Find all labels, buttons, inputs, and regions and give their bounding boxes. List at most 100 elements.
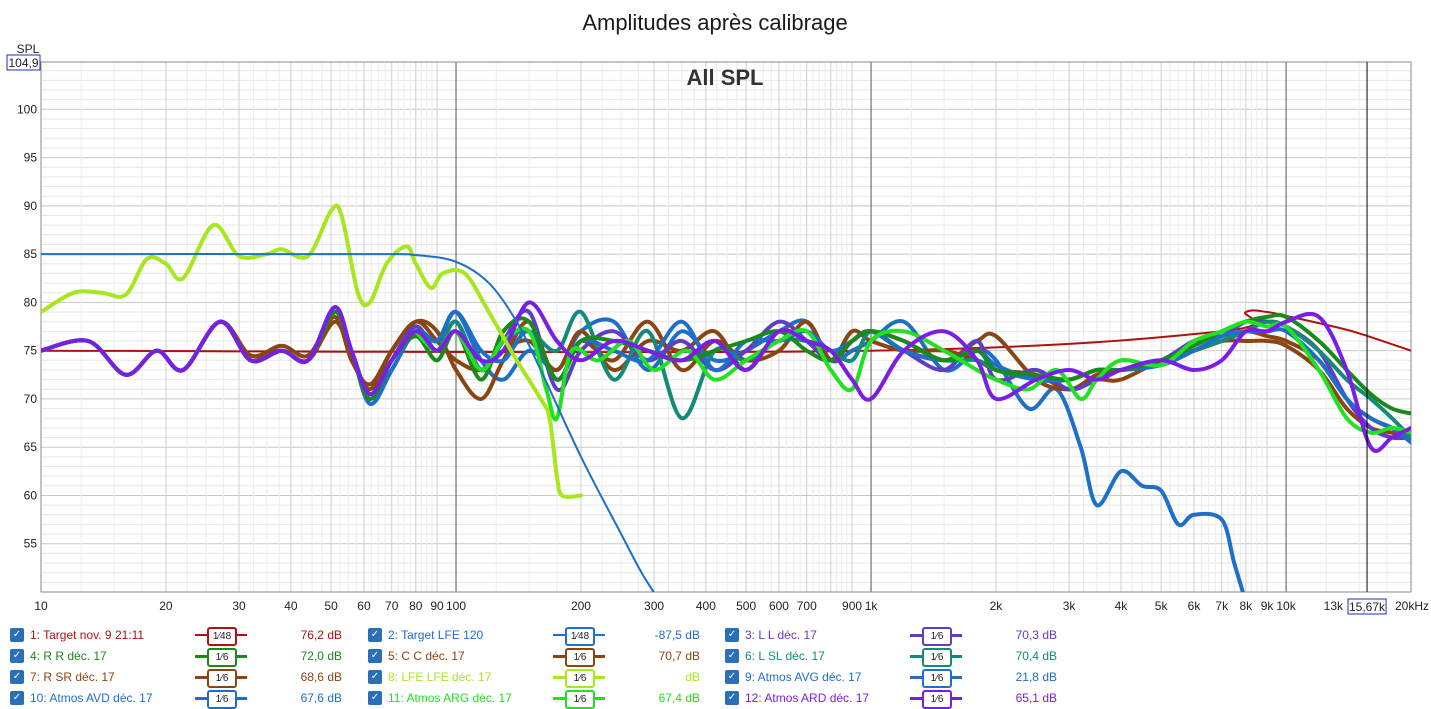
x-tick-label: 8k — [1240, 599, 1254, 613]
x-tick-label: 7k — [1215, 599, 1229, 613]
legend-checkbox[interactable]: ✓ — [725, 669, 739, 684]
y-axis-label: SPL — [17, 42, 40, 56]
legend-smoothing-label: 1⁄6 — [922, 648, 952, 667]
x-tick-label: 6k — [1188, 599, 1202, 613]
series-line-12 — [41, 300, 1411, 453]
legend-value: 67,4 dB — [658, 690, 700, 705]
legend-smoothing-button[interactable]: 1⁄6 — [195, 669, 247, 688]
series-line-2 — [41, 253, 655, 592]
legend-label: 9: Atmos AVG déc. 17 — [745, 669, 862, 684]
legend-smoothing-button[interactable]: 1⁄6 — [553, 690, 605, 709]
legend-checkbox[interactable]: ✓ — [10, 690, 24, 705]
legend-value: 67,6 dB — [300, 690, 342, 705]
x-tick-label: 20 — [159, 599, 173, 613]
x-tick-label: 70 — [385, 599, 399, 613]
legend-label: 2: Target LFE 120 — [388, 627, 484, 642]
legend-item-10[interactable]: ✓ 10: Atmos AVD déc. 17 1⁄6 67,6 dB — [10, 687, 355, 709]
legend-smoothing-label: 1⁄6 — [207, 648, 237, 667]
legend-value: 72,0 dB — [300, 648, 342, 663]
legend-smoothing-button[interactable]: 1⁄6 — [910, 690, 962, 709]
legend-item-4[interactable]: ✓ 4: R R déc. 17 1⁄6 72,0 dB — [10, 645, 355, 667]
x-tick-label: 100 — [446, 599, 466, 613]
legend-label: 12: Atmos ARD déc. 17 — [745, 690, 870, 705]
x-tick-label: 1k — [865, 599, 879, 613]
legend-item-12[interactable]: ✓ 12: Atmos ARD déc. 17 1⁄6 65,1 dB — [725, 687, 1070, 709]
plot-frame — [40, 61, 1412, 593]
legend-value: 76,2 dB — [300, 627, 342, 642]
x-tick-label: 60 — [357, 599, 371, 613]
x-tick-label: 500 — [736, 599, 756, 613]
x-tick-label: 10k — [1276, 599, 1296, 613]
y-tick-label: 100 — [17, 102, 37, 116]
legend-item-7[interactable]: ✓ 7: R SR déc. 17 1⁄6 68,6 dB — [10, 666, 355, 688]
legend-value: -87,5 dB — [654, 627, 700, 642]
cursor-readout-text: 15,67k — [1349, 600, 1386, 614]
legend-label: 11: Atmos ARG déc. 17 — [388, 690, 512, 705]
legend-item-5[interactable]: ✓ 5: C C déc. 17 1⁄6 70,7 dB — [368, 645, 713, 667]
legend-value: 21,8 dB — [1015, 669, 1057, 684]
legend-checkbox[interactable]: ✓ — [368, 690, 382, 705]
legend-smoothing-button[interactable]: 1⁄48 — [195, 627, 247, 646]
legend-smoothing-label: 1⁄6 — [922, 627, 952, 646]
chart: Amplitudes après calibrage 55 60 65 70 75 80 8… — [6, 10, 1429, 615]
x-tick-label: 600 — [769, 599, 789, 613]
legend-checkbox[interactable]: ✓ — [368, 669, 382, 684]
y-tick-label: 65 — [24, 440, 38, 454]
legend-checkbox[interactable]: ✓ — [10, 648, 24, 663]
legend-checkbox[interactable]: ✓ — [725, 648, 739, 663]
legend-smoothing-button[interactable]: 1⁄6 — [195, 648, 247, 667]
x-tick-label: 200 — [571, 599, 591, 613]
y-max-readout[interactable]: 104,9 — [6, 54, 41, 71]
legend-smoothing-label: 1⁄6 — [565, 648, 595, 667]
x-tick-label: 20kHz — [1395, 599, 1429, 613]
legend-value: 70,4 dB — [1015, 648, 1057, 663]
legend-item-9[interactable]: ✓ 9: Atmos AVG déc. 17 1⁄6 21,8 dB — [725, 666, 1070, 688]
legend-smoothing-button[interactable]: 1⁄6 — [553, 648, 605, 667]
cursor-readout[interactable]: 15,67k — [1347, 598, 1387, 615]
legend-smoothing-label: 1⁄48 — [565, 627, 595, 646]
x-axis-ticks: 10 20 30 40 50 60 70 80 90 100 200 300 400 500 600 700 9… — [34, 599, 1429, 613]
x-tick-label: 30 — [232, 599, 246, 613]
legend-value: 65,1 dB — [1015, 690, 1057, 705]
legend-checkbox[interactable]: ✓ — [368, 627, 382, 642]
panel-label: All SPL — [686, 65, 763, 90]
x-tick-label: 40 — [284, 599, 298, 613]
legend-smoothing-button[interactable]: 1⁄6 — [910, 648, 962, 667]
y-tick-label: 80 — [24, 295, 38, 309]
legend-value: 70,3 dB — [1015, 627, 1057, 642]
legend-smoothing-button[interactable]: 1⁄48 — [553, 627, 605, 646]
legend-item-3[interactable]: ✓ 3: L L déc. 17 1⁄6 70,3 dB — [725, 624, 1070, 646]
legend-item-8[interactable]: ✓ 8: LFE LFE déc. 17 1⁄6 dB — [368, 666, 713, 688]
legend-smoothing-button[interactable]: 1⁄6 — [910, 627, 962, 646]
legend-smoothing-button[interactable]: 1⁄6 — [553, 669, 605, 688]
legend-item-1[interactable]: ✓ 1: Target nov. 9 21:11 1⁄48 76,2 dB — [10, 624, 355, 646]
x-tick-label: 80 — [409, 599, 423, 613]
legend-label: 1: Target nov. 9 21:11 — [30, 627, 145, 642]
x-tick-label: 2k — [990, 599, 1004, 613]
y-tick-label: 75 — [24, 344, 38, 358]
x-tick-label: 700 — [797, 599, 817, 613]
legend-smoothing-label: 1⁄6 — [922, 690, 952, 709]
legend-smoothing-button[interactable]: 1⁄6 — [910, 669, 962, 688]
legend-smoothing-label: 1⁄48 — [207, 627, 237, 646]
legend-checkbox[interactable]: ✓ — [10, 627, 24, 642]
x-tick-label: 4k — [1115, 599, 1129, 613]
x-tick-label: 3k — [1063, 599, 1077, 613]
legend-checkbox[interactable]: ✓ — [725, 627, 739, 642]
legend-item-11[interactable]: ✓ 11: Atmos ARG déc. 17 1⁄6 67,4 dB — [368, 687, 713, 709]
legend-checkbox[interactable]: ✓ — [10, 669, 24, 684]
legend-label: 8: LFE LFE déc. 17 — [388, 669, 492, 684]
legend: ✓ 1: Target nov. 9 21:11 1⁄48 76,2 dB ✓ 2: Ta… — [0, 622, 1431, 709]
grid — [40, 62, 1412, 593]
legend-smoothing-button[interactable]: 1⁄6 — [195, 690, 247, 709]
x-tick-label: 9k — [1261, 599, 1275, 613]
x-tick-label: 13k — [1324, 599, 1344, 613]
y-tick-label: 85 — [24, 247, 38, 261]
legend-label: 7: R SR déc. 17 — [30, 669, 115, 684]
legend-item-6[interactable]: ✓ 6: L SL déc. 17 1⁄6 70,4 dB — [725, 645, 1070, 667]
legend-checkbox[interactable]: ✓ — [368, 648, 382, 663]
legend-checkbox[interactable]: ✓ — [725, 690, 739, 705]
legend-label: 3: L L déc. 17 — [745, 627, 817, 642]
y-tick-label: 70 — [24, 392, 38, 406]
legend-item-2[interactable]: ✓ 2: Target LFE 120 1⁄48 -87,5 dB — [368, 624, 713, 646]
